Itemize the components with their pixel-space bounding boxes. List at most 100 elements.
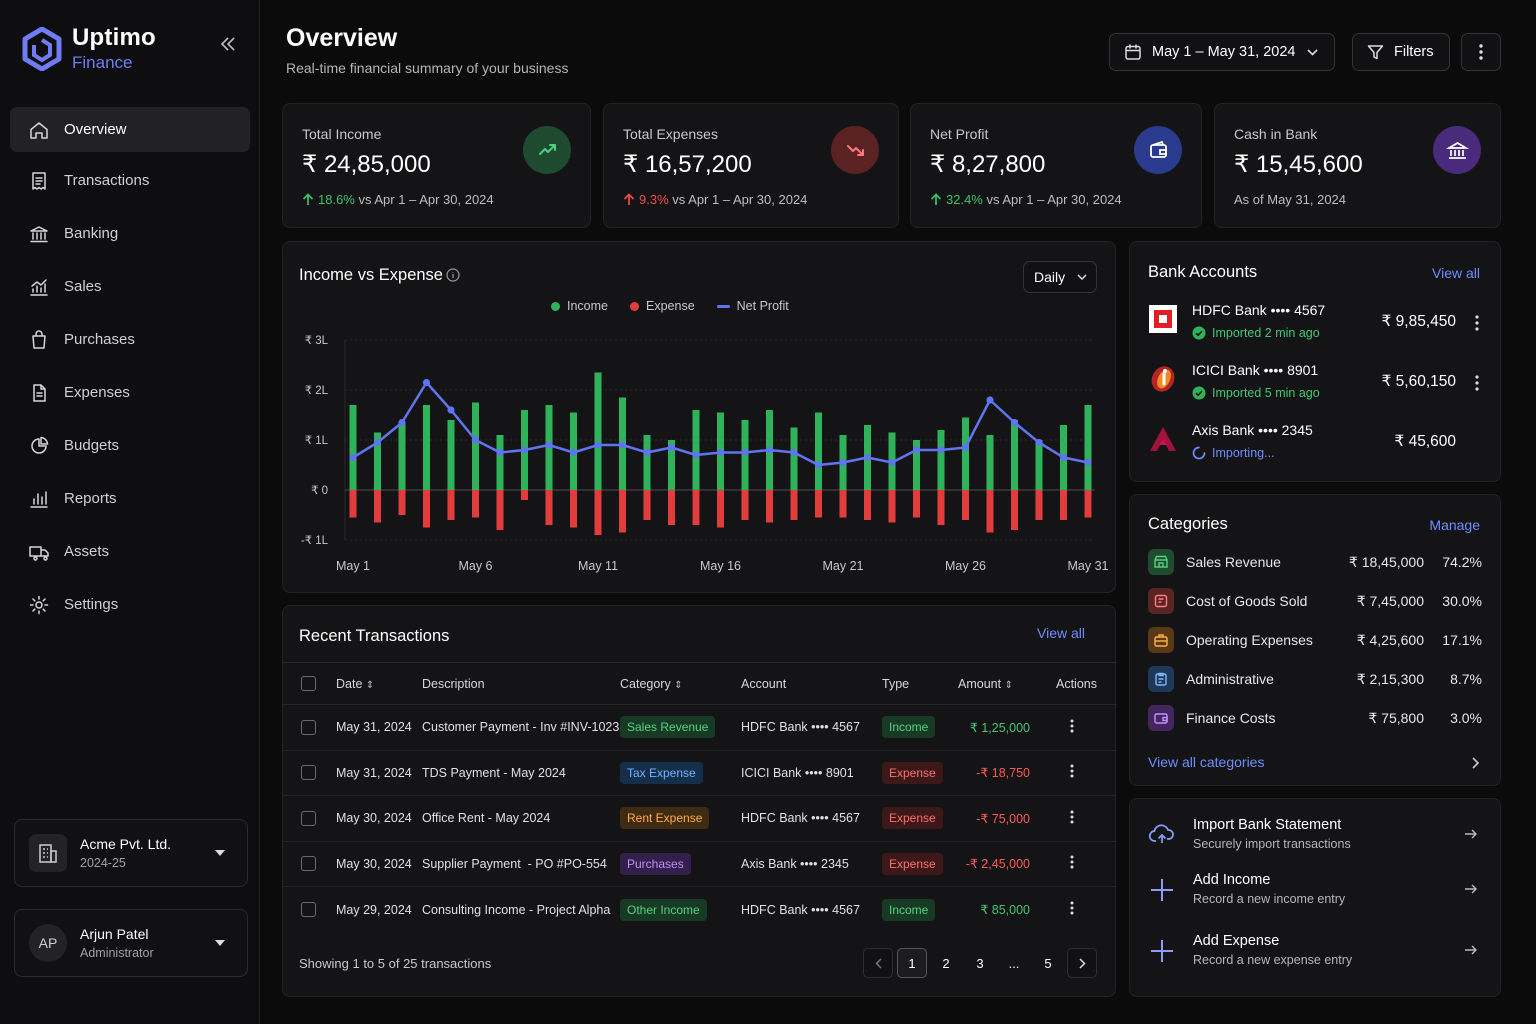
kebab-icon[interactable]: [1070, 764, 1074, 778]
net-profit-point[interactable]: [1059, 453, 1068, 462]
income-bar[interactable]: [913, 440, 920, 490]
expense-bar[interactable]: [545, 490, 553, 525]
kpi-card-total-expenses[interactable]: Total Expenses ₹ 16,57,200 9.3% vs Apr 1…: [603, 103, 899, 228]
sidebar-item-assets[interactable]: Assets: [10, 529, 250, 574]
row-checkbox[interactable]: [301, 719, 316, 735]
income-bar[interactable]: [374, 432, 381, 491]
sidebar-item-expenses[interactable]: Expenses: [10, 370, 250, 415]
sidebar-item-banking[interactable]: Banking: [10, 211, 250, 256]
expense-bar[interactable]: [1060, 490, 1067, 520]
expense-bar[interactable]: [643, 490, 651, 520]
net-profit-point[interactable]: [937, 446, 945, 454]
kebab-icon[interactable]: [1070, 855, 1074, 869]
net-profit-point[interactable]: [863, 453, 872, 462]
net-profit-point[interactable]: [692, 451, 700, 459]
period-select[interactable]: Daily: [1023, 261, 1097, 293]
expense-bar[interactable]: [864, 490, 871, 520]
row-checkbox[interactable]: [301, 765, 316, 781]
col-date[interactable]: Date ⇕: [336, 662, 422, 705]
category-row[interactable]: Sales Revenue ₹ 18,45,000 74.2%: [1148, 549, 1482, 575]
net-profit-point[interactable]: [1035, 438, 1043, 447]
view-all-categories-link[interactable]: View all categories: [1148, 754, 1265, 770]
expense-bar[interactable]: [349, 490, 357, 518]
transactions-view-all-link[interactable]: View all: [1037, 625, 1085, 641]
row-checkbox[interactable]: [301, 902, 316, 918]
sidebar-item-purchases[interactable]: Purchases: [10, 317, 250, 362]
net-profit-point[interactable]: [618, 441, 627, 449]
sidebar-item-sales[interactable]: Sales: [10, 264, 250, 309]
col-amount[interactable]: Amount ⇕: [958, 662, 1056, 705]
expense-bar[interactable]: [717, 490, 724, 528]
table-row[interactable]: May 31, 2024 Customer Payment - Inv #INV…: [283, 704, 1117, 751]
net-profit-point[interactable]: [765, 446, 774, 454]
kpi-card-cash-in-bank[interactable]: Cash in Bank ₹ 15,45,600 As of May 31, 2…: [1214, 103, 1501, 228]
income-bar[interactable]: [447, 420, 455, 490]
net-profit-point[interactable]: [545, 441, 553, 449]
page-5[interactable]: 5: [1033, 948, 1063, 978]
user-menu[interactable]: AP Arjun Patel Administrator: [14, 909, 248, 977]
income-bar[interactable]: [668, 440, 675, 490]
sidebar-item-budgets[interactable]: Budgets: [10, 423, 250, 468]
chevron-right-icon[interactable]: [1472, 757, 1480, 769]
income-bar[interactable]: [472, 402, 479, 491]
expense-bar[interactable]: [815, 490, 822, 518]
table-row[interactable]: May 30, 2024 Office Rent - May 2024 Rent…: [283, 795, 1117, 842]
more-options-button[interactable]: [1461, 33, 1501, 71]
expense-bar[interactable]: [447, 490, 455, 520]
net-profit-point[interactable]: [496, 448, 504, 457]
income-bar[interactable]: [815, 412, 822, 491]
bank-account-row[interactable]: Axis Bank •••• 2345 Importing... ₹ 45,60…: [1148, 420, 1484, 472]
expense-bar[interactable]: [1035, 490, 1043, 520]
net-profit-point[interactable]: [716, 448, 725, 457]
net-profit-point[interactable]: [471, 436, 480, 444]
expense-bar[interactable]: [962, 490, 969, 520]
net-profit-point[interactable]: [398, 418, 406, 427]
prev-page-button[interactable]: [863, 948, 893, 978]
table-row[interactable]: May 31, 2024 TDS Payment - May 2024 Tax …: [283, 750, 1117, 796]
quick-action-add-income[interactable]: Add Income Record a new income entry: [1148, 870, 1482, 914]
income-bar[interactable]: [1084, 405, 1092, 490]
kebab-icon[interactable]: [1470, 314, 1484, 332]
page-3[interactable]: 3: [965, 948, 995, 978]
row-checkbox[interactable]: [301, 810, 316, 826]
income-bar[interactable]: [349, 405, 357, 490]
select-all-checkbox[interactable]: [301, 676, 316, 692]
table-row[interactable]: May 30, 2024 Supplier Payment - PO #PO-5…: [283, 841, 1117, 887]
kebab-icon[interactable]: [1070, 719, 1074, 733]
income-bar[interactable]: [398, 422, 406, 491]
income-bar[interactable]: [962, 417, 969, 491]
sidebar-item-reports[interactable]: Reports: [10, 476, 250, 521]
legend-income[interactable]: Income: [551, 299, 608, 313]
legend-expense[interactable]: Expense: [630, 299, 695, 313]
sidebar-item-transactions[interactable]: Transactions: [10, 158, 250, 203]
net-profit-point[interactable]: [569, 448, 578, 457]
income-bar[interactable]: [1011, 420, 1018, 490]
expense-bar[interactable]: [619, 490, 626, 533]
category-row[interactable]: Operating Expenses ₹ 4,25,600 17.1%: [1148, 627, 1482, 653]
income-bar[interactable]: [986, 435, 994, 490]
income-bar[interactable]: [692, 410, 700, 490]
bank-account-row[interactable]: ICICI Bank •••• 8901 Imported 5 min ago …: [1148, 360, 1484, 412]
next-page-button[interactable]: [1067, 948, 1097, 978]
income-bar[interactable]: [790, 427, 798, 491]
net-profit-point[interactable]: [643, 448, 651, 457]
filters-button[interactable]: Filters: [1352, 33, 1450, 71]
net-profit-point[interactable]: [1084, 458, 1092, 467]
net-profit-point[interactable]: [373, 438, 382, 447]
date-range-picker[interactable]: May 1 – May 31, 2024: [1109, 33, 1335, 71]
kpi-card-net-profit[interactable]: Net Profit ₹ 8,27,800 32.4% vs Apr 1 – A…: [910, 103, 1202, 228]
logo[interactable]: Uptimo Finance: [22, 26, 156, 71]
organization-switcher[interactable]: Acme Pvt. Ltd. 2024-25: [14, 819, 248, 887]
table-row[interactable]: May 29, 2024 Consulting Income - Project…: [283, 887, 1117, 933]
row-checkbox[interactable]: [301, 856, 316, 872]
expense-bar[interactable]: [423, 490, 430, 528]
kebab-icon[interactable]: [1070, 901, 1074, 915]
income-bar[interactable]: [594, 372, 602, 491]
sidebar-item-settings[interactable]: Settings: [10, 582, 250, 627]
kebab-icon[interactable]: [1470, 374, 1484, 392]
page-1[interactable]: 1: [897, 948, 927, 978]
expense-bar[interactable]: [521, 490, 528, 500]
income-bar[interactable]: [643, 435, 651, 490]
col-category[interactable]: Category ⇕: [620, 662, 741, 705]
kpi-card-total-income[interactable]: Total Income ₹ 24,85,000 18.6% vs Apr 1 …: [282, 103, 591, 228]
